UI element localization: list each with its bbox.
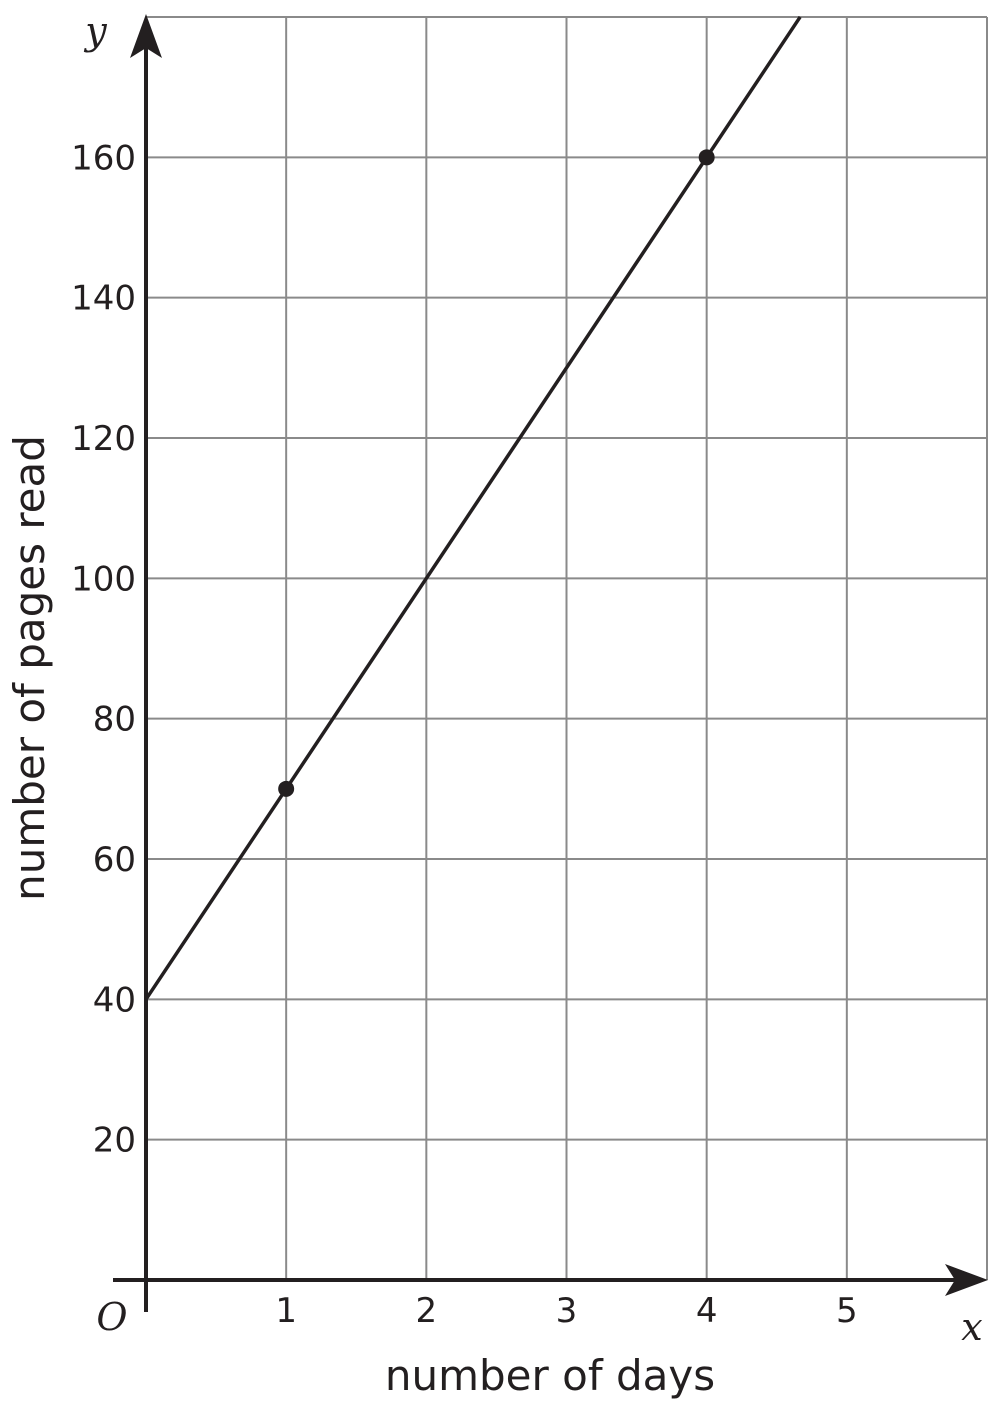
y-tick-label: 140 [71, 279, 136, 319]
x-tick-label: 3 [556, 1291, 578, 1331]
origin-label: O [96, 1295, 127, 1339]
y-tick-label: 100 [71, 559, 136, 599]
x-tick-label: 5 [836, 1291, 858, 1331]
series-line [144, 15, 802, 1001]
y-axis-arrow [130, 14, 162, 58]
tick-labels: 1 2 3 4 5 20 40 60 80 100 120 140 160 [71, 138, 858, 1331]
y-tick-label: 60 [93, 840, 136, 880]
x-axis-arrow [945, 1264, 988, 1296]
y-tick-label: 80 [93, 700, 136, 740]
y-tick-label: 40 [93, 980, 136, 1020]
y-variable-label: y [83, 9, 107, 53]
x-variable-label: x [961, 1305, 982, 1349]
data-point [698, 149, 715, 166]
data-point [278, 780, 295, 797]
y-tick-label: 160 [71, 138, 136, 178]
series [144, 15, 802, 1001]
y-axis-label: number of pages read [5, 435, 54, 901]
x-tick-label: 1 [275, 1291, 297, 1331]
x-tick-label: 4 [696, 1291, 718, 1331]
grid [146, 16, 988, 1280]
axes [113, 14, 988, 1312]
x-axis-label: number of days [385, 1351, 715, 1400]
y-tick-label: 120 [71, 419, 136, 459]
x-tick-label: 2 [416, 1291, 438, 1331]
y-tick-label: 20 [93, 1121, 136, 1161]
